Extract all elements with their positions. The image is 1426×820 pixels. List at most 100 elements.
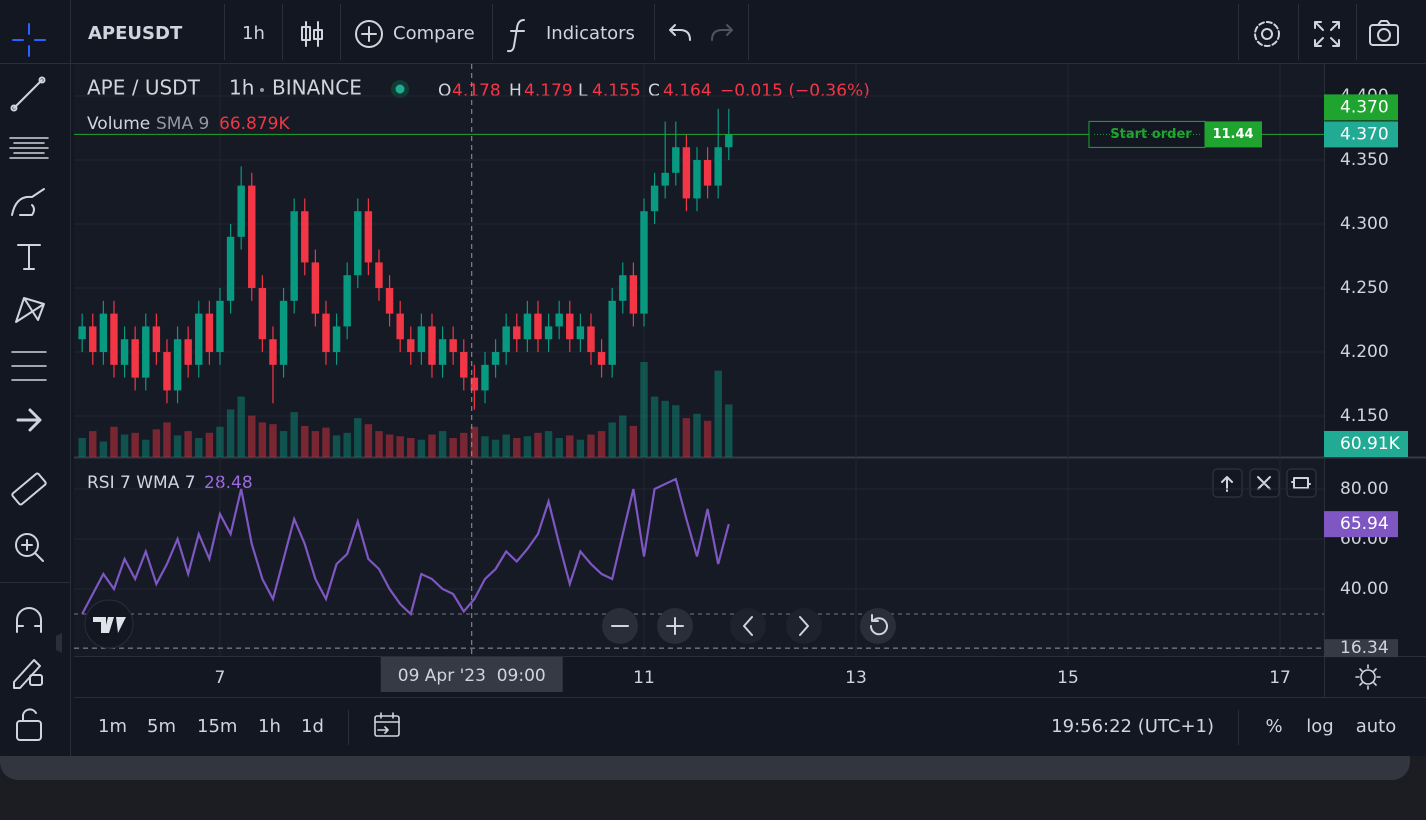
candle-body xyxy=(566,313,574,340)
nav-buttons-part[interactable] xyxy=(799,616,809,636)
axis-settings-part[interactable] xyxy=(1360,669,1376,685)
candle-body xyxy=(417,326,426,353)
nav-buttons-part[interactable] xyxy=(730,608,766,644)
axis-settings-part[interactable] xyxy=(1355,664,1381,690)
candle-body xyxy=(354,211,362,276)
volume-bar xyxy=(322,427,330,457)
settings-icon-part[interactable] xyxy=(1254,21,1280,47)
nav-buttons-part[interactable] xyxy=(666,617,684,635)
left-tools-part[interactable] xyxy=(12,23,46,57)
candle-body xyxy=(608,300,616,365)
pane-buttons-part[interactable] xyxy=(1286,468,1317,498)
candle-body xyxy=(534,313,542,340)
left-tools-part[interactable] xyxy=(16,408,42,432)
symbol[interactable]: APEUSDT xyxy=(88,23,183,44)
left-tools-part[interactable] xyxy=(11,188,45,216)
volume-bar xyxy=(491,439,500,457)
left-tools-part[interactable] xyxy=(15,533,39,557)
left-tools-part[interactable] xyxy=(10,104,18,112)
volume-bar xyxy=(587,434,595,457)
chart-style-icon-part[interactable] xyxy=(313,29,323,40)
settings-icon-part[interactable] xyxy=(1261,28,1273,40)
left-tools-part[interactable] xyxy=(11,351,47,381)
snapshot-icon-part[interactable] xyxy=(1377,20,1391,26)
log-toggle[interactable]: log xyxy=(1306,716,1333,737)
redo-icon[interactable] xyxy=(711,24,733,41)
redo-icon-part[interactable] xyxy=(711,24,733,41)
nav-buttons-part[interactable] xyxy=(743,616,753,636)
candle-body xyxy=(438,339,447,365)
clock[interactable]: 19:56:22 (UTC+1) xyxy=(1051,716,1214,737)
legend-exchange: BINANCE xyxy=(272,76,362,100)
order-box[interactable] xyxy=(1088,120,1206,148)
interval-5m[interactable]: 5m xyxy=(147,716,176,737)
snapshot-icon-part[interactable] xyxy=(1377,28,1391,42)
indicators-button[interactable]: Indicators xyxy=(546,23,635,44)
volume-bar xyxy=(428,434,436,457)
close-label: C xyxy=(648,81,660,101)
left-tools-part[interactable] xyxy=(16,720,42,741)
tv-logo-part[interactable] xyxy=(93,617,126,633)
left-tools-part[interactable] xyxy=(17,244,41,270)
undo-icon-part[interactable] xyxy=(669,24,691,41)
auto-toggle[interactable]: auto xyxy=(1356,716,1397,737)
left-tools-part[interactable] xyxy=(21,539,44,562)
nav-buttons-part[interactable] xyxy=(786,608,822,644)
candle-body xyxy=(523,313,532,340)
snapshot-icon-part[interactable] xyxy=(1369,24,1399,46)
percent-toggle[interactable]: % xyxy=(1265,716,1282,737)
candle-body xyxy=(491,352,500,365)
fullscreen-icon[interactable] xyxy=(1314,21,1340,47)
candle-body xyxy=(407,339,415,353)
volume-bar xyxy=(354,418,362,457)
left-tools-part[interactable] xyxy=(15,297,45,323)
snapshot-icon[interactable] xyxy=(1369,20,1399,46)
candle-body xyxy=(279,300,288,365)
interval-1d[interactable]: 1d xyxy=(301,716,324,737)
left-tools-part[interactable] xyxy=(38,76,46,84)
interval-button[interactable]: 1h xyxy=(242,23,265,44)
last-volume-label: 60.91K xyxy=(1340,434,1401,454)
nav-buttons[interactable] xyxy=(602,608,896,644)
left-tools-part[interactable] xyxy=(13,79,43,109)
candle-body xyxy=(555,313,563,327)
fullscreen-icon-part[interactable] xyxy=(1314,21,1340,47)
axis-settings[interactable] xyxy=(1355,664,1381,690)
chart-style-icon[interactable] xyxy=(301,21,323,47)
settings-icon[interactable] xyxy=(1254,21,1280,47)
chart-style-icon-part[interactable] xyxy=(301,26,311,41)
candle-body xyxy=(99,313,108,353)
interval-1m[interactable]: 1m xyxy=(98,716,127,737)
volume-bar xyxy=(629,425,638,457)
candle-body xyxy=(396,313,404,340)
goto-date-icon-part[interactable] xyxy=(374,715,400,737)
undo-icon[interactable] xyxy=(669,24,691,41)
left-tools-part[interactable] xyxy=(9,137,49,159)
indicators-icon-part[interactable] xyxy=(507,19,525,53)
nav-buttons-part[interactable] xyxy=(869,614,888,636)
volume-bar xyxy=(184,431,192,457)
pane-buttons[interactable] xyxy=(1212,468,1317,498)
interval-1h[interactable]: 1h xyxy=(258,716,281,737)
pane-buttons-part[interactable] xyxy=(1221,476,1311,492)
indicators-icon[interactable] xyxy=(507,19,525,53)
compare-button[interactable]: Compare xyxy=(393,23,475,44)
compare-icon[interactable] xyxy=(355,20,383,48)
candle-body xyxy=(449,339,457,353)
collapse-tab[interactable] xyxy=(56,633,62,653)
last-price-label: 4.370 xyxy=(1340,124,1389,144)
interval-15m[interactable]: 15m xyxy=(197,716,237,737)
tv-logo[interactable] xyxy=(84,599,134,649)
goto-date-icon[interactable] xyxy=(374,712,400,737)
volume-bar xyxy=(460,432,468,457)
left-tools-part[interactable] xyxy=(11,472,47,506)
left-tools-part[interactable] xyxy=(22,708,37,722)
volume-bar xyxy=(714,370,722,457)
left-tools-part[interactable] xyxy=(16,607,42,633)
left-tools[interactable] xyxy=(9,23,49,741)
goto-date-icon-part[interactable] xyxy=(374,712,400,734)
left-tools-part[interactable] xyxy=(29,674,43,686)
nav-buttons-part[interactable] xyxy=(860,608,896,644)
compare-icon-part[interactable] xyxy=(355,20,383,48)
